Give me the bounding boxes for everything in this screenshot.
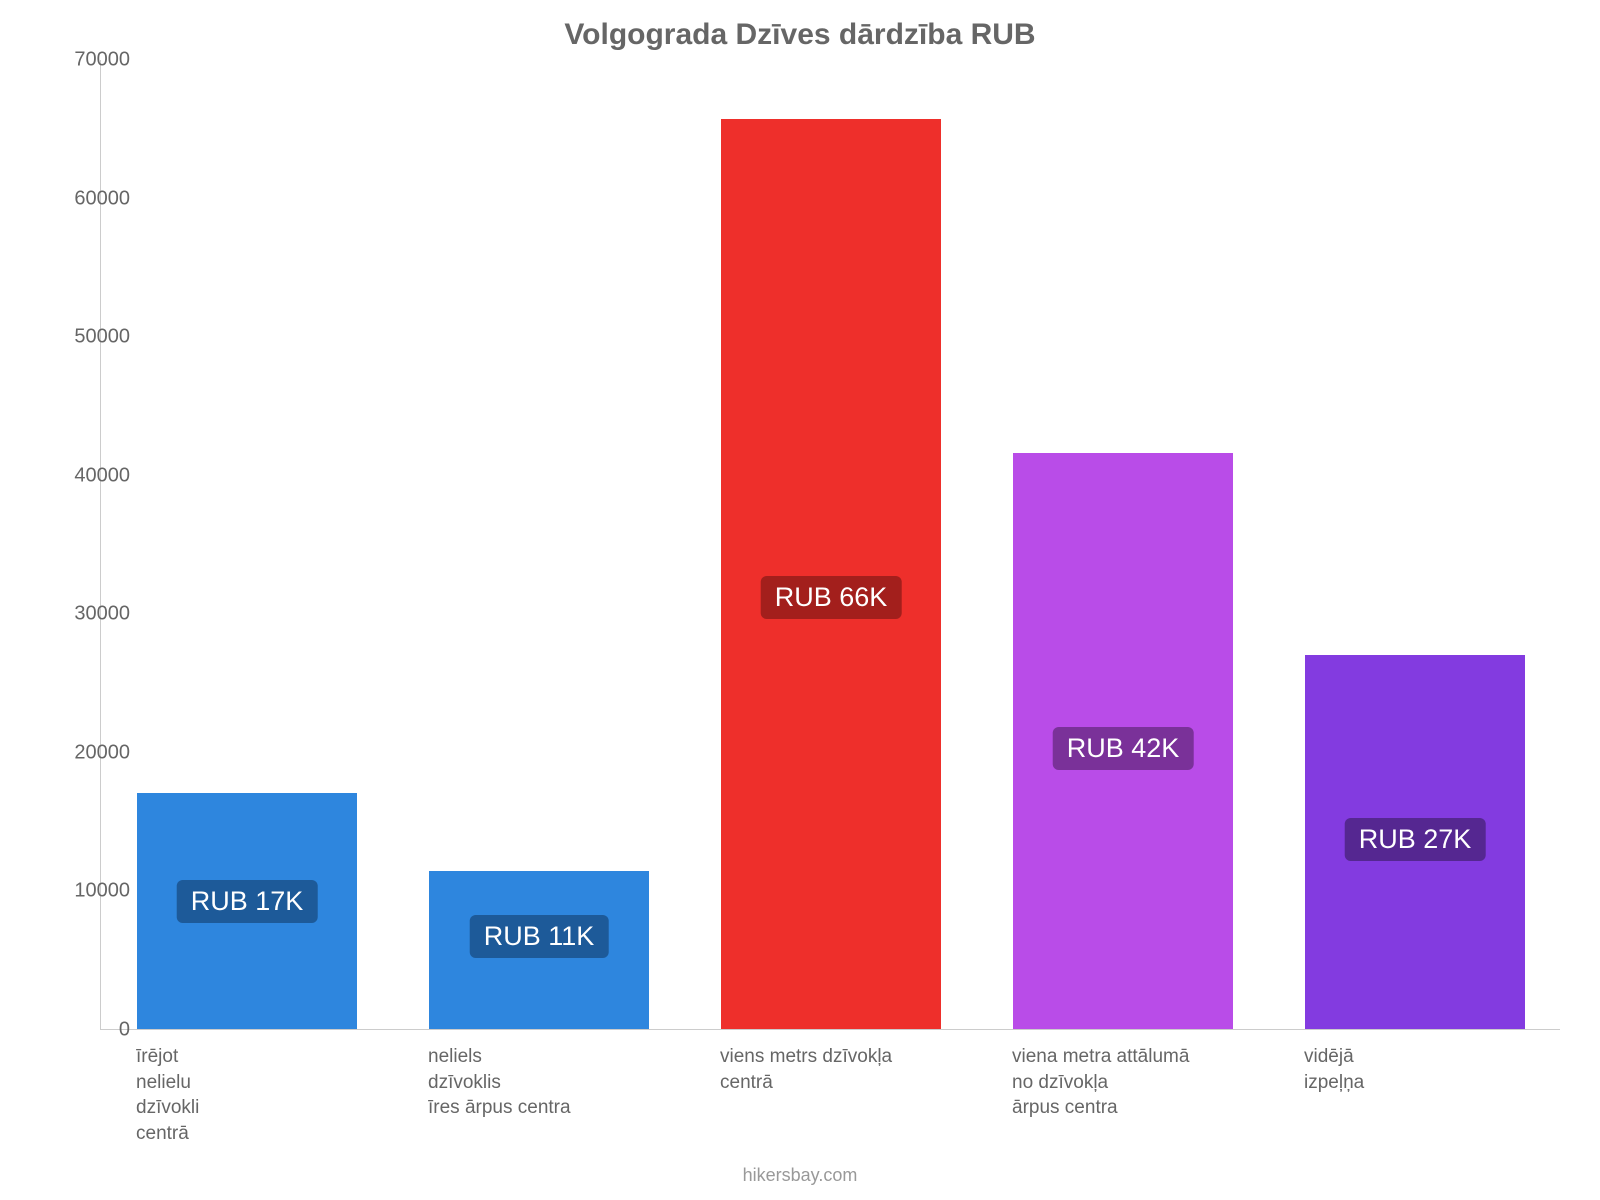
chart-footer: hikersbay.com [0, 1165, 1600, 1186]
x-category-label: viena metra attālumā no dzīvokļa ārpus c… [1012, 1044, 1272, 1121]
y-tick: 10000 [40, 880, 130, 903]
y-tick: 50000 [40, 326, 130, 349]
y-tick: 60000 [40, 187, 130, 210]
bar-value-label: RUB 11K [470, 915, 609, 958]
y-tick: 30000 [40, 603, 130, 626]
bar-value-label: RUB 17K [177, 880, 318, 923]
y-tick: 40000 [40, 464, 130, 487]
y-tick: 0 [40, 1019, 130, 1042]
chart-title: Volgograda Dzīves dārdzība RUB [0, 18, 1600, 52]
x-category-label: viens metrs dzīvokļa centrā [720, 1044, 980, 1095]
x-category-label: īrējot nelielu dzīvokli centrā [136, 1044, 396, 1147]
x-category-label: neliels dzīvoklis īres ārpus centra [428, 1044, 688, 1121]
y-tick: 70000 [40, 49, 130, 72]
bar-value-label: RUB 42K [1053, 727, 1194, 770]
bar-value-label: RUB 66K [761, 576, 902, 619]
x-category-label: vidējā izpeļņa [1304, 1044, 1564, 1095]
y-tick: 20000 [40, 741, 130, 764]
plot-area: RUB 17K RUB 11K RUB 66K RUB 42K RUB 27K [100, 60, 1560, 1030]
cost-of-living-chart: Volgograda Dzīves dārdzība RUB RUB 17KRU… [0, 0, 1600, 1200]
bar-value-label: RUB 27K [1345, 818, 1486, 861]
bar [721, 119, 941, 1029]
